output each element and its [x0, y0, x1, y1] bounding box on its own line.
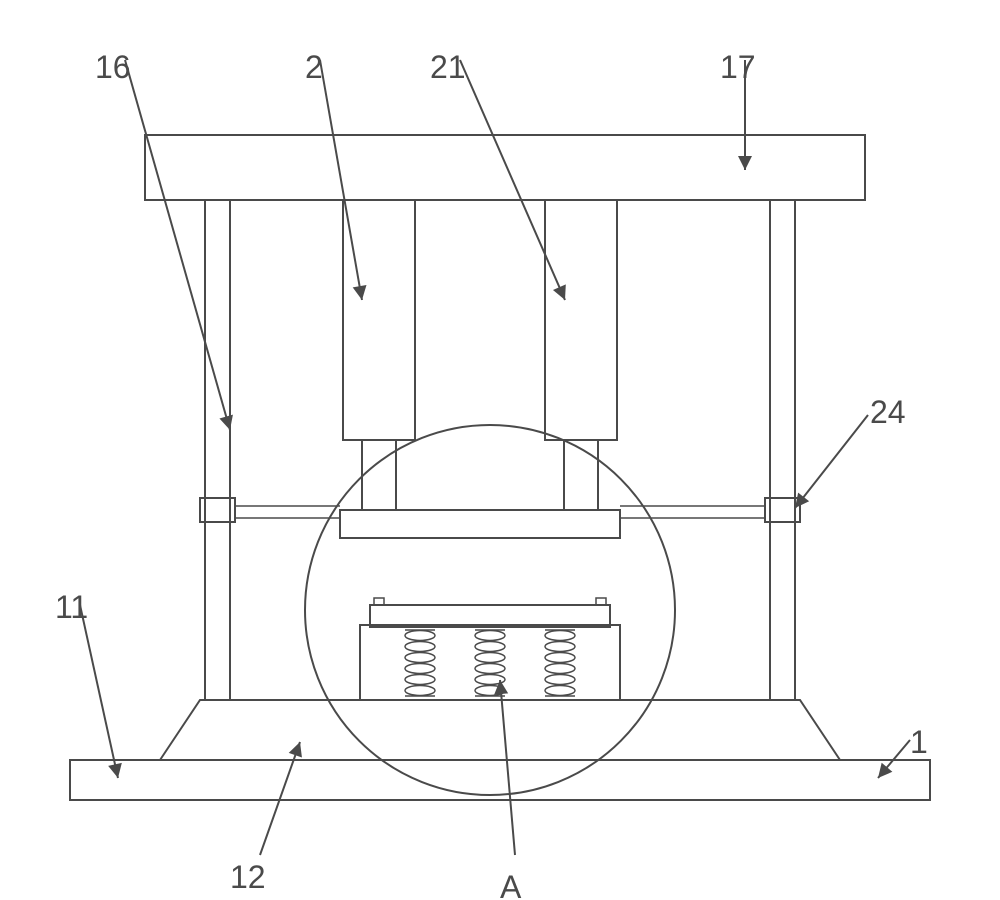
- top-plate: [145, 135, 865, 200]
- label-text: 24: [870, 394, 906, 430]
- lower-plate: [370, 605, 610, 627]
- cylinder-left: [343, 200, 415, 440]
- label-text: 17: [720, 49, 756, 85]
- label-A: A: [500, 680, 522, 900]
- label-text: 2: [305, 49, 323, 85]
- structure: [70, 135, 930, 800]
- label-16: 16: [95, 49, 230, 430]
- detail-circle: [305, 425, 675, 795]
- leader-line: [260, 742, 300, 855]
- leader-line: [80, 605, 118, 778]
- leader-line: [460, 60, 565, 300]
- piston-rod-right: [564, 440, 598, 510]
- label-12: 12: [230, 742, 300, 895]
- leader-line: [795, 415, 868, 508]
- piston-rod-left: [362, 440, 396, 510]
- label-24: 24: [795, 394, 906, 508]
- leader-line: [320, 60, 362, 300]
- press-plate: [340, 510, 620, 538]
- label-text: 11: [55, 589, 88, 625]
- leader-line: [500, 680, 515, 855]
- label-text: A: [500, 869, 522, 900]
- label-text: 16: [95, 49, 131, 85]
- cylinder-right: [545, 200, 617, 440]
- label-2: 2: [305, 49, 362, 300]
- column-left: [205, 200, 230, 700]
- label-text: 1: [910, 724, 928, 760]
- label-11: 11: [55, 589, 118, 778]
- leader-line: [125, 60, 230, 430]
- column-right: [770, 200, 795, 700]
- label-17: 17: [720, 49, 756, 170]
- spring-3: [545, 630, 575, 696]
- pedestal: [160, 700, 840, 760]
- spring-1: [405, 630, 435, 696]
- label-text: 12: [230, 859, 266, 895]
- label-text: 21: [430, 49, 466, 85]
